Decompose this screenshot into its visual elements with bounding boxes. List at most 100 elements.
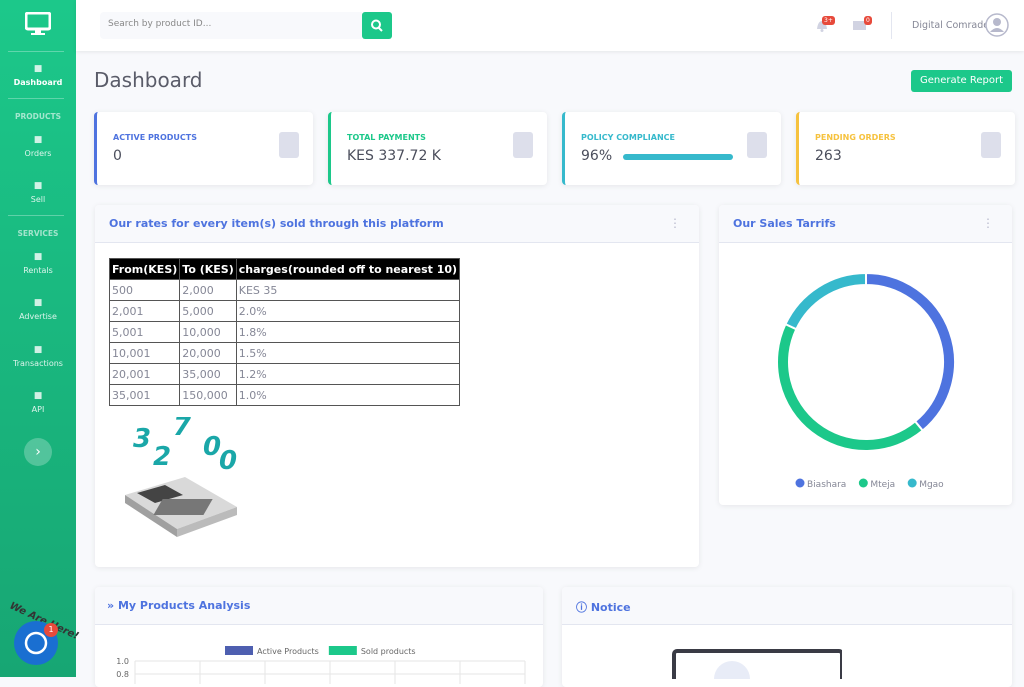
nav-item[interactable]: API [31, 405, 45, 414]
table-cell: 150,000 [179, 384, 237, 406]
legend-swatch [328, 646, 357, 655]
y-tick-label: 1.0 [116, 657, 129, 666]
nav-item[interactable]: Dashboard [13, 78, 63, 87]
legend-swatch [858, 478, 868, 488]
stat-label: ACTIVE PRODUCTS [113, 133, 197, 142]
nav-item[interactable]: Advertise [19, 312, 57, 321]
table-row: 5,001 10,000 1.8% [108, 321, 461, 343]
stat-value: 263 [815, 148, 842, 164]
card-title: ⓘ Notice [576, 601, 631, 614]
table-row: 20,001 35,000 1.2% [108, 363, 461, 385]
nav-item[interactable]: Orders [24, 149, 52, 158]
nav-icon: ■ [33, 345, 43, 355]
table-cell: 1.5% [235, 342, 461, 364]
table-cell: 35,000 [179, 363, 237, 385]
nav-heading: SERVICES [17, 229, 59, 238]
nav-icon: ■ [33, 252, 43, 262]
rates-card: Our rates for every item(s) sold through… [95, 205, 699, 567]
nav-item[interactable]: Rentals [23, 266, 53, 275]
card-title: Our rates for every item(s) sold through… [109, 217, 444, 230]
legend-swatch [225, 646, 253, 655]
stat-label: POLICY COMPLIANCE [581, 133, 675, 142]
header-cell: charges(rounded off to nearest 10) [235, 258, 461, 280]
doughnut-segment [784, 271, 867, 331]
legend-swatch [907, 478, 917, 488]
table-cell: 500 [108, 279, 181, 301]
nav-item[interactable]: Sell [30, 195, 46, 204]
header-cell: From(KES) [108, 258, 181, 280]
legend-label: Biashara [807, 480, 846, 490]
table-cell: 5,000 [179, 300, 237, 322]
generate-report-button[interactable]: Generate Report [911, 70, 1012, 92]
digit: 0 [203, 432, 221, 462]
doughnut-segment [776, 322, 925, 452]
card-title: » My Products Analysis [107, 599, 251, 612]
progress-bar [623, 154, 733, 160]
table-cell: 10,000 [179, 321, 237, 343]
legend-label: Sold products [361, 647, 416, 656]
table-cell: 2.0% [235, 300, 461, 322]
table-cell: 5,001 [108, 321, 181, 343]
nav-icon: ■ [33, 298, 43, 308]
search-button[interactable] [362, 12, 392, 39]
stat-card: PENDING ORDERS 263 [796, 112, 1015, 185]
stat-label: PENDING ORDERS [815, 133, 896, 142]
table-row: 2,001 5,000 2.0% [108, 300, 461, 322]
title-text: Notice [590, 601, 631, 614]
legend-label: Mteja [870, 480, 895, 490]
table-row: 500 2,000 KES 35 [108, 279, 461, 301]
stat-icon [279, 132, 299, 158]
table-cell: 10,001 [108, 342, 181, 364]
nav-icon: ■ [33, 135, 43, 145]
sales-card: Our Sales Tarrifs ⋮ Biashara Mteja Mgao [719, 205, 1012, 505]
digit: 0 [219, 446, 237, 476]
avatar[interactable] [985, 13, 1009, 37]
stat-value: 96% [581, 148, 613, 164]
stat-value: 0 [113, 148, 122, 164]
page-title: Dashboard [94, 68, 203, 92]
nav-item[interactable]: Transactions [13, 359, 63, 368]
table-cell: 1.0% [235, 384, 461, 406]
topbar: Search by product ID... 3+ 0 Digital Com… [76, 0, 1024, 51]
legend-label: Active Products [257, 647, 319, 656]
button-label: Generate Report [919, 75, 1004, 86]
table-cell: 2,001 [108, 300, 181, 322]
table-cell: 1.8% [235, 321, 461, 343]
chat-badge: 1 [44, 623, 58, 637]
logo [25, 12, 51, 35]
table-cell: 20,000 [179, 342, 237, 364]
stat-card: TOTAL PAYMENTS KES 337.72 K [328, 112, 547, 185]
divider [8, 215, 64, 216]
table-cell: 2,000 [179, 279, 237, 301]
table-row: 10,001 20,000 1.5% [108, 342, 461, 364]
header-cell: To (KES) [179, 258, 237, 280]
digit: 3 [133, 424, 151, 454]
legend-swatch [795, 478, 805, 488]
nav-heading: PRODUCTS [15, 112, 61, 121]
doughnut-chart: Biashara Mteja Mgao [776, 271, 956, 490]
stat-icon [513, 132, 533, 158]
envelope-icon[interactable] [853, 19, 867, 31]
sidebar-toggle[interactable]: › [24, 438, 52, 466]
user-name[interactable]: Digital Comrade [912, 20, 990, 31]
table-row: 35,001 150,000 1.0% [108, 384, 461, 406]
notice-card: ⓘ Notice [562, 587, 1012, 687]
notice-illustration [672, 649, 842, 679]
search-input[interactable]: Search by product ID... [108, 19, 212, 29]
table-cell: KES 35 [235, 279, 461, 301]
stat-card: ACTIVE PRODUCTS 0 [94, 112, 313, 185]
table-cell: 1.2% [235, 363, 461, 385]
title-text: My Products Analysis [117, 599, 251, 612]
bar-chart: Active Products Sold products 1.0 0.8 [116, 646, 526, 684]
y-tick-label: 0.8 [116, 670, 129, 679]
nav-icon: ■ [33, 64, 43, 74]
divider [8, 98, 64, 99]
stat-value: KES 337.72 K [347, 148, 441, 164]
digit: 7 [173, 417, 192, 442]
sidebar: ■ Dashboard PRODUCTS ■ Orders ■ Sell SERVICES ■ R… [0, 0, 76, 677]
card-title: Our Sales Tarrifs [733, 217, 836, 230]
stat-icon [747, 132, 767, 158]
digit: 2 [153, 442, 171, 472]
